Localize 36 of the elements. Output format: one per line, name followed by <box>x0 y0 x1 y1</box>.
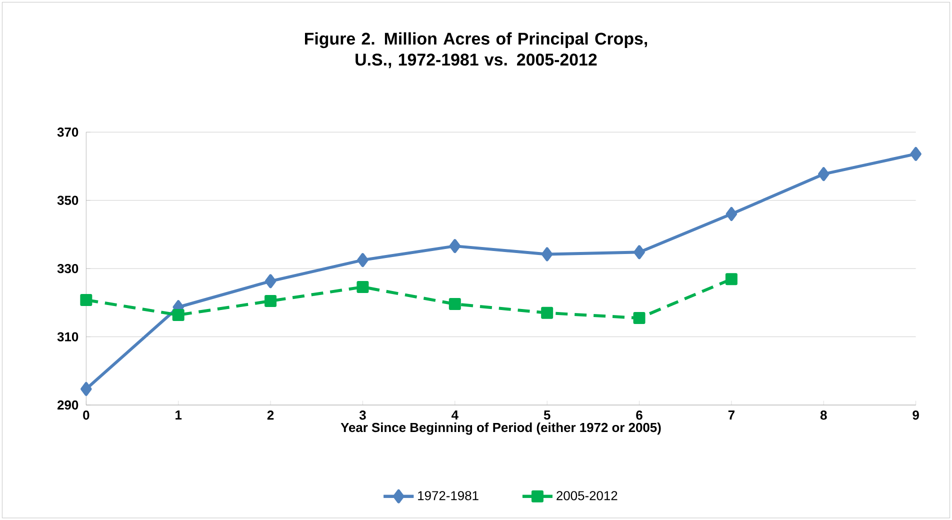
point <box>726 206 738 221</box>
y-tick-label: 290 <box>58 400 78 410</box>
y-tick-label: 330 <box>57 264 78 274</box>
y-tick-label: 350 <box>57 196 78 205</box>
point <box>357 252 368 267</box>
point <box>80 294 92 306</box>
x-tick-label: 7 <box>728 410 734 420</box>
x-tick-label: 2 <box>267 410 274 420</box>
point <box>725 273 738 286</box>
y-tick-label: 370 <box>57 127 78 137</box>
point <box>80 382 92 396</box>
point <box>634 245 645 260</box>
point <box>633 312 646 324</box>
point <box>172 308 184 321</box>
x-tick-label: 9 <box>912 410 919 420</box>
point <box>449 238 461 253</box>
x-axis-title: Year Since Beginning of Period (either 1972 or 2005) <box>340 422 661 435</box>
point <box>264 294 277 307</box>
point <box>541 247 553 262</box>
point <box>356 280 369 293</box>
legend-label: 2005-2012 <box>556 490 618 500</box>
y-tick-label: 310 <box>57 332 78 342</box>
x-tick-label: 0 <box>83 410 90 420</box>
point <box>448 298 461 310</box>
x-tick-label: 8 <box>820 410 827 420</box>
point <box>541 306 554 319</box>
chart-title: Figure 2. Million Acres of Principal Crops, U.S., 1972-1981 vs. 2005-2012 <box>305 32 648 68</box>
x-tick-label: 4 <box>452 410 458 420</box>
point <box>818 167 830 182</box>
x-tick-label: 3 <box>359 410 366 420</box>
x-tick-label: 6 <box>636 410 642 420</box>
point <box>910 146 922 161</box>
point <box>264 274 276 288</box>
legend-label: 1972-1981 <box>418 490 478 500</box>
x-tick-label: 5 <box>544 410 550 420</box>
x-tick-label: 1 <box>176 410 182 420</box>
